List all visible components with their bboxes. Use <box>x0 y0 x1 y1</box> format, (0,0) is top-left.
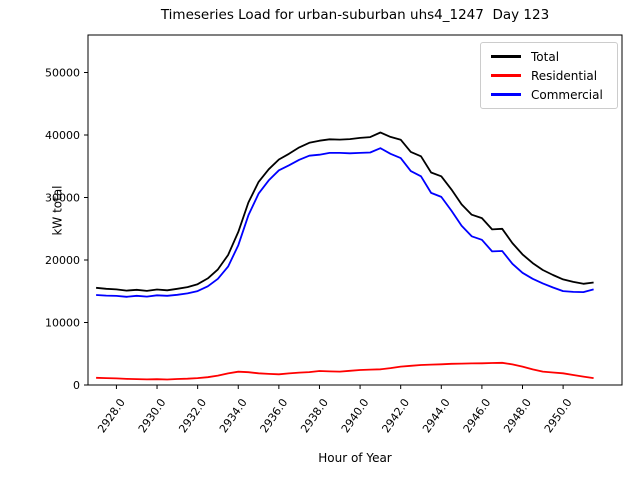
legend-label-residential: Residential <box>531 68 598 83</box>
total-line-swatch <box>491 55 521 58</box>
line-residential <box>96 361 594 381</box>
x-tick-label: 2932.0 <box>176 396 209 435</box>
commercial-line-swatch <box>491 93 521 96</box>
y-tick-label: 10000 <box>45 317 80 330</box>
line-total <box>96 131 594 292</box>
x-tick-label: 2946.0 <box>461 396 494 435</box>
y-tick-label: 30000 <box>45 192 80 205</box>
y-tick-label: 40000 <box>45 129 80 142</box>
legend: Total Residential Commercial <box>480 42 618 109</box>
x-axis-label: Hour of Year <box>318 451 392 465</box>
legend-label-total: Total <box>531 49 560 64</box>
axes-frame <box>87 34 623 386</box>
x-tick-label: 2936.0 <box>258 396 291 435</box>
legend-item-total: Total <box>487 47 611 66</box>
legend-item-commercial: Commercial <box>487 85 611 104</box>
residential-line-swatch <box>491 74 521 77</box>
x-tick-label: 2948.0 <box>501 396 534 435</box>
y-tick-label: 50000 <box>45 67 80 80</box>
line-commercial <box>96 147 594 298</box>
x-tick-label: 2934.0 <box>217 396 250 435</box>
y-tick-label: 20000 <box>45 254 80 267</box>
legend-label-commercial: Commercial <box>531 87 603 102</box>
x-tick-label: 2942.0 <box>379 396 412 435</box>
legend-item-residential: Residential <box>487 66 611 85</box>
x-tick-label: 2930.0 <box>136 396 169 435</box>
x-tick-label: 2950.0 <box>542 396 575 435</box>
x-tick-label: 2944.0 <box>420 396 453 435</box>
x-tick-label: 2940.0 <box>339 396 372 435</box>
y-tick-label: 0 <box>73 379 80 392</box>
chart-title: Timeseries Load for urban-suburban uhs4_… <box>160 7 550 23</box>
x-tick-label: 2938.0 <box>298 396 331 435</box>
x-tick-label: 2928.0 <box>95 396 128 435</box>
